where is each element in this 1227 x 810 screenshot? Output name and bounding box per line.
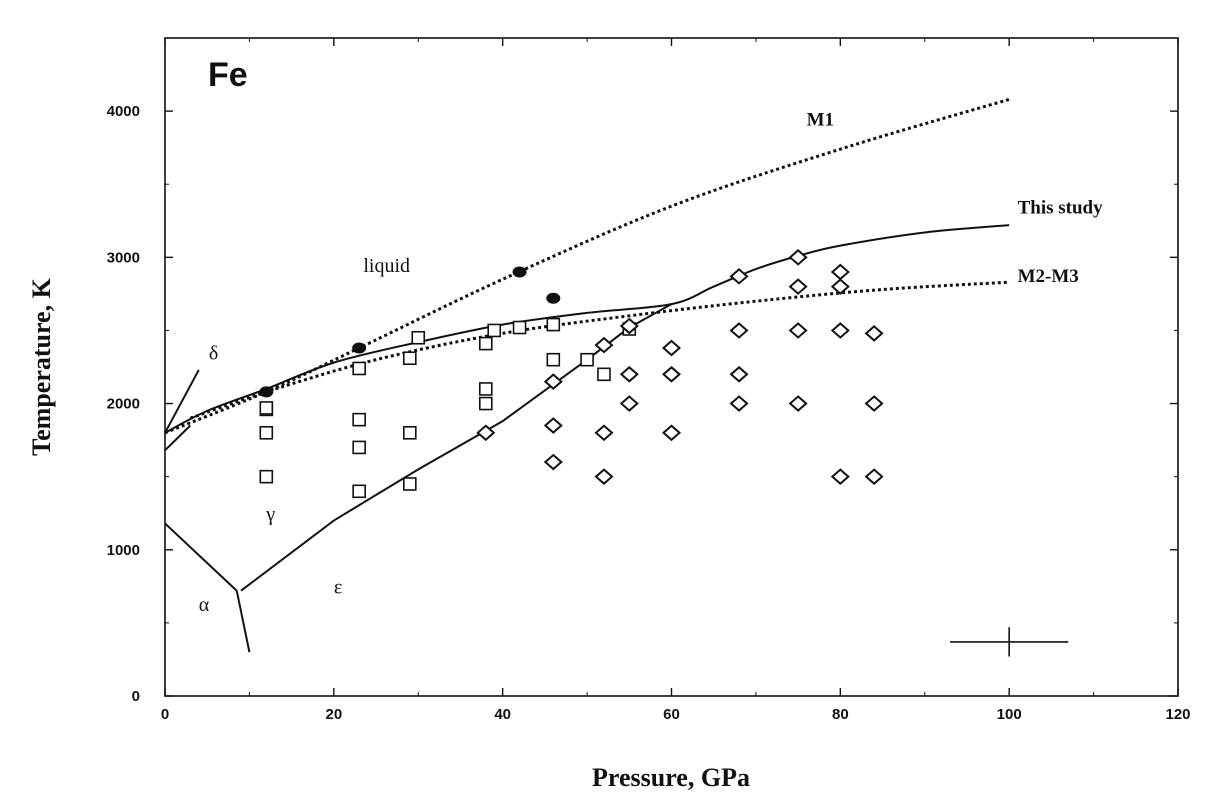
square-point: [512, 320, 527, 335]
diamond-point: [619, 365, 639, 383]
phase-boundary-line: [164, 424, 192, 452]
diamond-point: [788, 322, 808, 339]
x-tick-label: 100: [997, 706, 1022, 723]
y-tick-label: 3000: [107, 249, 140, 266]
diamond-point: [661, 424, 682, 442]
diamond-point: [543, 417, 563, 434]
square-point: [487, 323, 502, 338]
annotation-liquid: liquid: [363, 255, 410, 277]
chart-title: Fe: [208, 56, 248, 94]
diamond-point: [661, 339, 682, 357]
square-point: [259, 425, 274, 440]
square-point: [403, 351, 417, 366]
diamond-point: [830, 322, 850, 339]
diamond-point: [619, 395, 639, 412]
square-point: [352, 484, 366, 499]
phase-boundary-line: [164, 369, 200, 434]
square-point: [478, 336, 493, 351]
x-tick-label: 120: [1165, 706, 1190, 723]
annotation-this-study: This study: [1018, 197, 1104, 218]
square-point: [580, 352, 594, 367]
y-tick-label: 0: [132, 688, 140, 705]
diamond-point: [729, 395, 749, 412]
diamond-point: [864, 468, 884, 485]
diamond-point: [729, 365, 749, 383]
diamond-point: [594, 468, 614, 485]
x-axis-ticks: 0 20 40 60 80 100 120: [161, 38, 1191, 723]
annotation-m2-m3: M2-M3: [1018, 266, 1079, 287]
square-point: [352, 361, 366, 376]
square-point: [259, 401, 274, 415]
y-tick-label: 2000: [107, 396, 140, 413]
diamond-point: [830, 278, 850, 295]
square-point: [546, 352, 561, 367]
annotation-: α: [199, 594, 210, 616]
x-tick-label: 80: [832, 706, 849, 723]
y-axis-label: Temperature, K: [27, 277, 56, 455]
error-bar: [950, 627, 1069, 657]
square-point: [546, 317, 561, 332]
diamond-point: [788, 278, 808, 295]
square-point: [403, 477, 417, 491]
diamond-point: [594, 424, 614, 442]
annotation-: ε: [334, 577, 342, 599]
y-tick-label: 1000: [107, 542, 140, 559]
diamond-point: [543, 453, 563, 471]
filled-circle-point: [259, 386, 274, 398]
filled-circle-point: [546, 292, 561, 304]
filled-circle-point: [512, 266, 527, 278]
diamond-point: [476, 424, 496, 442]
square-point: [259, 469, 274, 484]
diamond-point: [543, 373, 563, 390]
diamond-point: [864, 325, 884, 342]
diamond-point: [661, 365, 682, 383]
diamond-point: [864, 395, 884, 412]
y-tick-label: 4000: [107, 103, 140, 120]
square-point: [411, 330, 426, 345]
square-point: [403, 425, 417, 440]
curves-layer: [164, 97, 1010, 653]
phase-boundary-line: [235, 590, 251, 653]
annotations-layer: M1 This study M2-M3 liquid δ γ ε α: [199, 110, 1103, 616]
diamond-point: [788, 249, 808, 266]
x-axis-label: Pressure, GPa: [592, 763, 750, 792]
curve-m1: [164, 97, 1010, 435]
diamond-point: [830, 263, 850, 281]
annotation-: δ: [209, 343, 218, 365]
filled-circle-point: [352, 342, 367, 354]
y-axis-ticks: 0 1000 2000 3000 4000: [107, 103, 1178, 705]
x-tick-label: 60: [663, 706, 680, 723]
x-tick-label: 20: [325, 706, 342, 723]
x-tick-label: 0: [161, 706, 169, 723]
diamond-point: [594, 336, 614, 354]
square-point: [597, 367, 611, 382]
annotation-: γ: [265, 504, 275, 526]
square-point: [352, 412, 366, 427]
diamond-point: [619, 317, 639, 335]
square-point: [478, 382, 493, 396]
square-point: [478, 396, 493, 411]
curve-this-study: [164, 224, 1010, 434]
diamond-point: [788, 395, 808, 412]
diamond-point: [830, 468, 850, 485]
data-points-layer: [259, 249, 884, 499]
annotation-m1: M1: [807, 110, 834, 131]
diamond-point: [729, 268, 749, 285]
square-point: [352, 440, 366, 455]
curve-m2-m3: [189, 280, 1010, 420]
x-tick-label: 40: [494, 706, 511, 723]
diamond-point: [729, 322, 749, 339]
phase-boundary-line: [164, 522, 238, 592]
